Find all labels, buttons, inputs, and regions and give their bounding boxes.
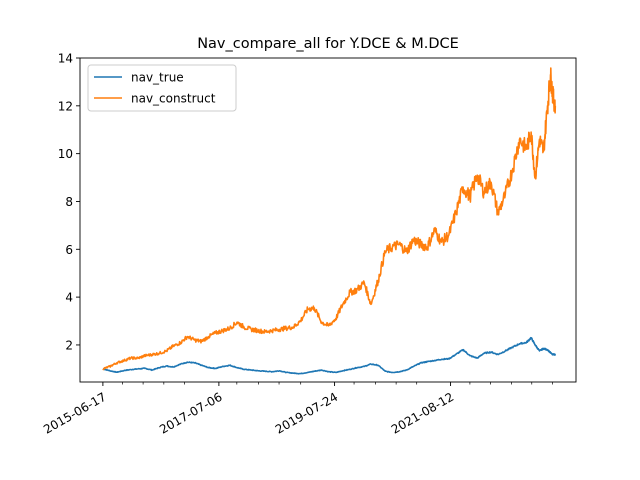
x-axis: 2015-06-17 2017-07-06 2019-07-24 2021-08-12: [41, 382, 553, 437]
y-axis: 2 4 6 8 10 12 14: [58, 52, 80, 352]
x-tick-label: 2021-08-12: [389, 390, 456, 437]
y-tick-label: 10: [58, 147, 73, 161]
y-tick-label: 6: [65, 243, 73, 257]
y-tick-label: 12: [58, 99, 73, 113]
y-tick-label: 4: [65, 291, 73, 305]
y-tick-label: 14: [58, 52, 73, 66]
x-tick-label: 2015-06-17: [41, 390, 108, 437]
series-line-nav-construct: [102, 67, 557, 371]
x-tick-label: 2017-07-06: [157, 390, 224, 437]
x-tick-label: 2019-07-24: [273, 390, 340, 437]
legend: nav_true nav_construct: [87, 64, 237, 112]
chart-title: Nav_compare_all for Y.DCE & M.DCE: [197, 36, 459, 52]
plot-area: [102, 67, 557, 375]
axes-frame: [79, 57, 577, 383]
legend-label-nav-construct: nav_construct: [131, 92, 216, 106]
y-tick-label: 2: [65, 338, 73, 352]
legend-box: [87, 64, 237, 112]
series-line-nav-true: [102, 336, 557, 375]
legend-label-nav-true: nav_true: [131, 71, 184, 85]
y-tick-label: 8: [65, 195, 73, 209]
